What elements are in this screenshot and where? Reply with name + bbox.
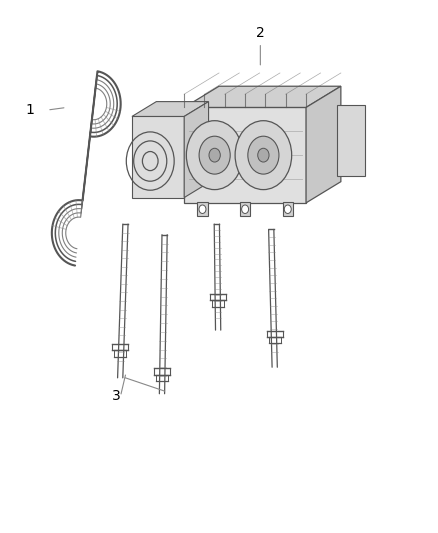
Polygon shape — [184, 108, 306, 203]
Bar — [197, 203, 208, 216]
Circle shape — [199, 136, 230, 174]
Bar — [240, 203, 251, 216]
Polygon shape — [184, 86, 341, 108]
FancyBboxPatch shape — [336, 105, 365, 176]
Circle shape — [186, 120, 243, 190]
Polygon shape — [184, 102, 208, 198]
Circle shape — [199, 205, 206, 214]
Bar — [283, 203, 293, 216]
Polygon shape — [132, 116, 184, 198]
Circle shape — [235, 120, 292, 190]
Circle shape — [242, 205, 249, 214]
Circle shape — [258, 148, 269, 162]
Circle shape — [209, 148, 220, 162]
Circle shape — [284, 205, 291, 214]
Text: 3: 3 — [113, 390, 121, 403]
Circle shape — [248, 136, 279, 174]
Text: 2: 2 — [256, 26, 265, 40]
Text: 1: 1 — [25, 103, 34, 117]
Polygon shape — [306, 86, 341, 203]
Polygon shape — [132, 102, 208, 116]
